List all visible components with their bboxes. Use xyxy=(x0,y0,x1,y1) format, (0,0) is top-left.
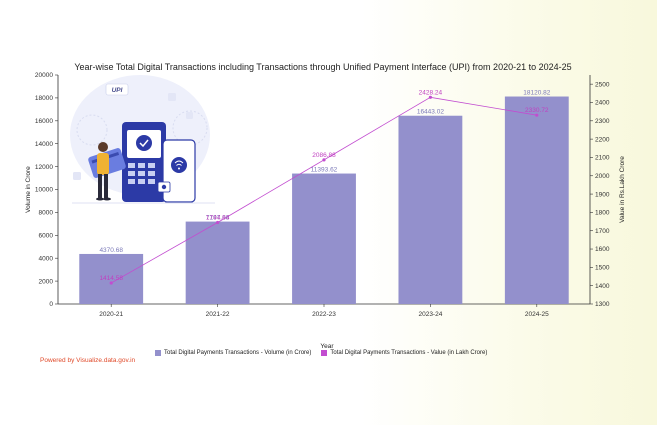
x-tick-label: 2024-25 xyxy=(525,311,549,318)
powered-by-link[interactable]: Powered by Visualize.data.gov.in xyxy=(40,357,136,364)
legend-swatch-volume xyxy=(155,350,161,356)
legend-label-volume: Total Digital Payments Transactions - Vo… xyxy=(164,350,312,356)
x-tick-label: 2023-24 xyxy=(418,311,442,318)
bar-2023-24[interactable] xyxy=(398,115,463,305)
y-tick-label: 18000 xyxy=(35,95,53,102)
x-axis-title: Year xyxy=(320,343,334,350)
bar-2021-22[interactable] xyxy=(185,221,250,304)
y-tick-label: 8000 xyxy=(39,210,54,217)
y2-tick-label: 2500 xyxy=(595,81,610,88)
line-point-2020-21[interactable] xyxy=(109,281,113,285)
bar-data-label: 16443.02 xyxy=(417,109,444,116)
chart-legend: Total Digital Payments Transactions - Vo… xyxy=(155,350,487,356)
legend-swatch-value xyxy=(321,350,328,356)
y2-tick-label: 1400 xyxy=(595,283,610,290)
y-tick-label: 2000 xyxy=(39,278,54,285)
x-tick-label: 2020-21 xyxy=(99,311,123,318)
line-data-label: 2330.72 xyxy=(525,107,549,114)
y2-tick-label: 1800 xyxy=(595,210,610,217)
y2-tick-label: 1500 xyxy=(595,265,610,272)
y-tick-label: 0 xyxy=(49,301,53,308)
y2-tick-label: 2000 xyxy=(595,173,610,180)
y2-tick-label: 2100 xyxy=(595,155,610,162)
bar-data-label: 11393.62 xyxy=(311,167,338,174)
bar-2024-25[interactable] xyxy=(504,96,569,305)
legend-label-value: Total Digital Payments Transactions - Va… xyxy=(330,350,488,356)
line-data-label: 1414.58 xyxy=(99,275,123,282)
y2-tick-label: 1900 xyxy=(595,191,610,198)
y-axis-title: Volume in Crore xyxy=(25,166,32,213)
y-tick-label: 4000 xyxy=(39,255,54,262)
x-tick-label: 2022-23 xyxy=(312,311,336,318)
y-tick-label: 10000 xyxy=(35,187,53,194)
upi-logo-text: UPI xyxy=(112,87,123,94)
x-tick-label: 2021-22 xyxy=(206,311,230,318)
legend-item-volume[interactable]: Total Digital Payments Transactions - Vo… xyxy=(155,350,311,356)
bar-data-label: 7197.68 xyxy=(206,215,230,222)
bar-2020-21[interactable] xyxy=(79,253,144,304)
line-point-2024-25[interactable] xyxy=(535,113,539,117)
y2-tick-label: 2400 xyxy=(595,100,610,107)
y2-tick-label: 1700 xyxy=(595,228,610,235)
y2-tick-label: 1300 xyxy=(595,301,610,308)
y-tick-label: 12000 xyxy=(35,164,53,171)
bar-data-label: 18120.82 xyxy=(523,90,550,97)
y-tick-label: 16000 xyxy=(35,118,53,125)
line-point-2023-24[interactable] xyxy=(428,95,432,99)
upi-payment-illustration-icon: UPI xyxy=(70,75,215,204)
y-tick-label: 20000 xyxy=(35,72,53,79)
y2-tick-label: 2300 xyxy=(595,118,610,125)
line-data-label: 2428.24 xyxy=(419,89,443,96)
line-point-2021-22[interactable] xyxy=(216,220,220,225)
bar-data-label: 4370.68 xyxy=(99,247,123,254)
y2-tick-label: 1600 xyxy=(595,246,610,253)
bar-2022-23[interactable] xyxy=(292,173,356,304)
y-tick-label: 14000 xyxy=(35,141,53,148)
y2-axis-title: Value in Rs.Lakh Crore xyxy=(619,156,626,223)
line-point-2022-23[interactable] xyxy=(322,158,326,162)
line-data-label: 1744.84 xyxy=(206,215,230,222)
chart-title: Year-wise Total Digital Transactions inc… xyxy=(74,62,571,72)
y-tick-label: 6000 xyxy=(39,233,54,240)
line-data-label: 2086.88 xyxy=(312,152,336,159)
legend-item-value[interactable]: Total Digital Payments Transactions - Va… xyxy=(321,350,487,356)
y2-tick-label: 2200 xyxy=(595,136,610,143)
